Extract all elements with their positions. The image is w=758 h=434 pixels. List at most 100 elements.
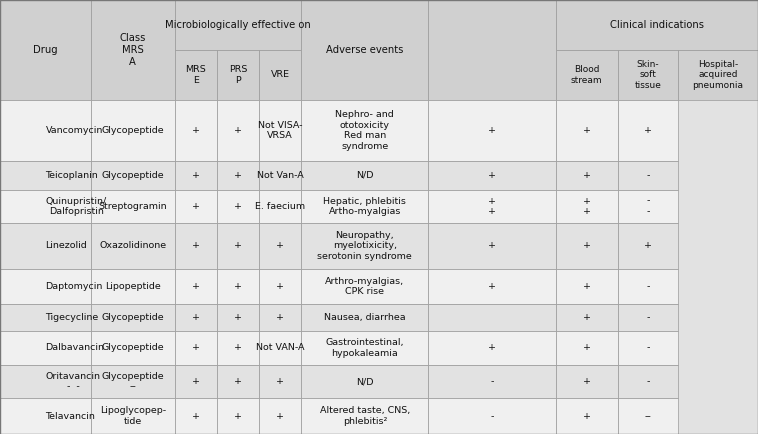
Text: +: +: [276, 377, 284, 386]
Text: Microbiologically effective on: Microbiologically effective on: [165, 20, 311, 30]
Text: Glycopeptide: Glycopeptide: [102, 126, 164, 135]
Bar: [301, 398, 428, 434]
Bar: [301, 304, 428, 331]
Bar: [259, 223, 301, 269]
Text: Lipoglycopep-
tide: Lipoglycopep- tide: [100, 406, 166, 426]
Bar: [0, 0, 91, 100]
Bar: [556, 100, 618, 161]
Text: +: +: [644, 241, 652, 250]
Text: +: +: [488, 171, 496, 180]
Text: PRS
P: PRS P: [229, 65, 247, 85]
Bar: [301, 269, 428, 304]
Bar: [618, 161, 678, 190]
Bar: [217, 161, 259, 190]
Bar: [0, 398, 91, 434]
Text: +: +: [192, 282, 199, 291]
Text: +: +: [583, 313, 590, 322]
Text: Adverse events: Adverse events: [326, 45, 403, 55]
Text: +: +: [583, 126, 590, 135]
Bar: [0, 331, 91, 365]
Text: Glycopeptide: Glycopeptide: [102, 313, 164, 322]
Text: +: +: [276, 241, 284, 250]
Bar: [259, 50, 301, 100]
Bar: [91, 190, 174, 223]
Text: +: +: [192, 202, 199, 211]
Text: +: +: [192, 343, 199, 352]
Bar: [91, 331, 174, 365]
Text: Oxazolidinone: Oxazolidinone: [99, 241, 166, 250]
Text: Blood
stream: Blood stream: [571, 65, 603, 85]
Bar: [91, 365, 174, 398]
Text: +: +: [276, 313, 284, 322]
Bar: [174, 50, 217, 100]
Text: Daptomycin: Daptomycin: [45, 282, 103, 291]
Text: Vancomycin: Vancomycin: [45, 126, 103, 135]
Text: Neuropathy,
myelotixicity,
serotonin syndrome: Neuropathy, myelotixicity, serotonin syn…: [318, 231, 412, 261]
Bar: [217, 365, 259, 398]
Text: +: +: [488, 126, 496, 135]
Text: +: +: [234, 171, 242, 180]
Bar: [428, 398, 556, 434]
Bar: [618, 223, 678, 269]
Bar: [174, 331, 217, 365]
Bar: [259, 304, 301, 331]
Text: Glycopeptide: Glycopeptide: [102, 171, 164, 180]
Text: +: +: [234, 202, 242, 211]
Text: Glycopeptide: Glycopeptide: [102, 343, 164, 352]
Bar: [0, 190, 91, 223]
Bar: [301, 223, 428, 269]
Text: Lipopeptide: Lipopeptide: [105, 282, 161, 291]
Text: Hospital-
acquired
pneumonia: Hospital- acquired pneumonia: [693, 59, 744, 90]
Bar: [217, 190, 259, 223]
Bar: [678, 50, 758, 100]
Bar: [301, 0, 428, 100]
Text: Gastrointestinal,
hypokaleamia: Gastrointestinal, hypokaleamia: [326, 338, 404, 358]
Bar: [174, 398, 217, 434]
Bar: [91, 0, 174, 100]
Bar: [556, 50, 618, 100]
Text: +: +: [234, 343, 242, 352]
Text: Glycopeptide
--: Glycopeptide --: [102, 372, 164, 391]
Text: Skin-
soft
tissue: Skin- soft tissue: [634, 59, 661, 90]
Text: Drug: Drug: [33, 45, 58, 55]
Bar: [301, 331, 428, 365]
Bar: [259, 365, 301, 398]
Bar: [174, 223, 217, 269]
Bar: [0, 100, 91, 161]
Bar: [0, 161, 91, 190]
Text: VRE: VRE: [271, 70, 290, 79]
Text: +: +: [583, 343, 590, 352]
Text: +
+: + +: [488, 197, 496, 216]
Bar: [301, 190, 428, 223]
Bar: [301, 161, 428, 190]
Text: Hepatic, phlebitis
Artho-myalgias: Hepatic, phlebitis Artho-myalgias: [324, 197, 406, 216]
Text: +: +: [234, 412, 242, 421]
Bar: [174, 304, 217, 331]
Bar: [556, 269, 618, 304]
Text: +: +: [234, 377, 242, 386]
Bar: [428, 161, 556, 190]
Text: Not VAN-A: Not VAN-A: [255, 343, 304, 352]
Text: +: +: [192, 412, 199, 421]
Text: MRS
E: MRS E: [185, 65, 206, 85]
Bar: [556, 304, 618, 331]
Text: Class
MRS
A: Class MRS A: [120, 33, 146, 67]
Text: -: -: [490, 377, 493, 386]
Bar: [217, 398, 259, 434]
Bar: [0, 304, 91, 331]
Bar: [428, 304, 556, 331]
Bar: [91, 269, 174, 304]
Bar: [174, 161, 217, 190]
Text: +: +: [234, 241, 242, 250]
Text: +: +: [234, 126, 242, 135]
Bar: [556, 331, 618, 365]
Bar: [259, 398, 301, 434]
Bar: [217, 50, 259, 100]
Bar: [618, 190, 678, 223]
Bar: [91, 398, 174, 434]
Text: -: -: [646, 282, 650, 291]
Text: +: +: [192, 377, 199, 386]
Text: +: +: [276, 282, 284, 291]
Bar: [618, 331, 678, 365]
Text: -: -: [646, 171, 650, 180]
